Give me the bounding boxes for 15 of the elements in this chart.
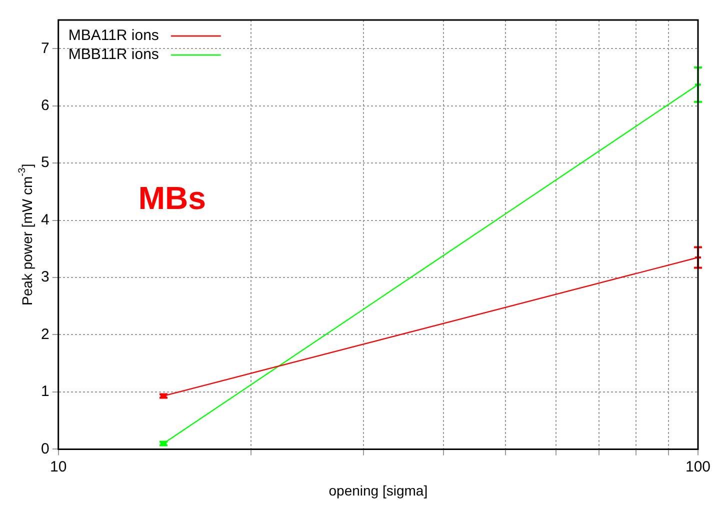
x-axis-title: opening [sigma] bbox=[328, 482, 428, 498]
y-tick-label: 2 bbox=[41, 326, 50, 343]
y-axis-title: Peak power [mW cm-3] bbox=[17, 164, 35, 306]
y-tick-label: 3 bbox=[41, 268, 50, 286]
annotation: MBs bbox=[138, 180, 206, 216]
legend-label: MBA11R ions bbox=[68, 27, 159, 44]
y-tick-label: 5 bbox=[41, 154, 50, 172]
y-tick-label: 7 bbox=[41, 40, 50, 57]
y-tick-label: 6 bbox=[41, 96, 50, 114]
y-tick-label: 1 bbox=[41, 383, 50, 400]
x-tick-label: 100 bbox=[685, 458, 711, 476]
x-tick-label: 10 bbox=[50, 458, 67, 476]
y-tick-label: 0 bbox=[41, 440, 50, 458]
legend-label: MBB11R ions bbox=[68, 46, 159, 64]
y-tick-label: 4 bbox=[41, 211, 50, 228]
